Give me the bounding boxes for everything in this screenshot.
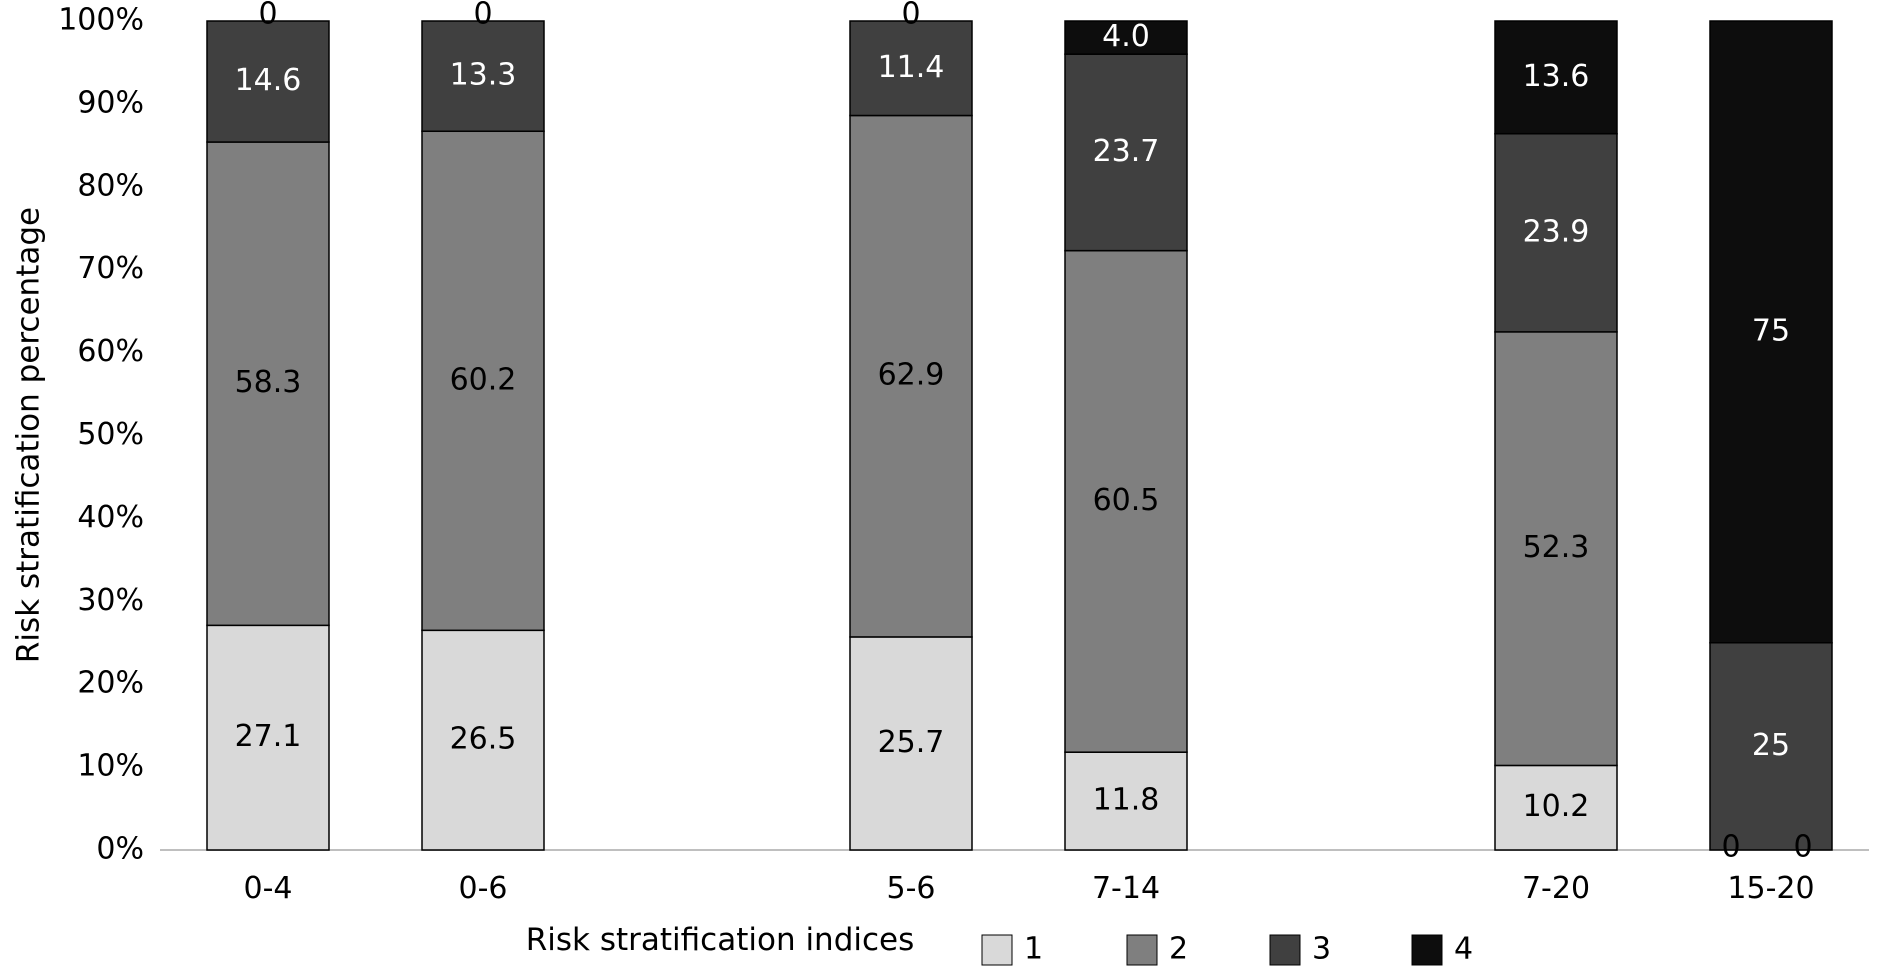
legend-swatch — [1269, 934, 1301, 966]
bar-segment — [849, 114, 973, 638]
data-label: 25.7 — [878, 725, 945, 760]
bar-segment — [421, 629, 545, 851]
legend: Risk stratification indices 1 2 3 4 — [526, 922, 1473, 967]
y-tick-label: 50% — [77, 417, 144, 452]
bar-segment — [1064, 53, 1188, 252]
bar-segment — [1494, 20, 1618, 135]
x-tick-label: 0-6 — [459, 871, 508, 906]
bar-segment — [1709, 642, 1833, 851]
bar-segment — [1064, 249, 1188, 753]
y-tick-label: 0% — [96, 832, 144, 867]
data-label: 11.8 — [1093, 783, 1160, 818]
data-label: 11.4 — [878, 50, 945, 85]
data-label: 0 — [473, 0, 492, 32]
data-label: 0 — [1793, 830, 1812, 865]
bar-segment — [849, 20, 973, 117]
data-label: 58.3 — [235, 365, 302, 400]
x-tick-label: 0-4 — [244, 871, 293, 906]
y-axis-title: Risk stratification percentage — [11, 207, 47, 663]
data-label: 27.1 — [235, 719, 302, 754]
y-tick-label: 80% — [77, 168, 144, 203]
bar-segment — [206, 141, 330, 627]
bar-segment — [1494, 331, 1618, 767]
data-label: 23.7 — [1093, 134, 1160, 169]
data-label: 25 — [1752, 728, 1790, 763]
y-axis-ticks: 0% 10% 20% 30% 40% 50% 60% 70% 80% 90% 100% — [58, 3, 144, 867]
y-tick-label: 30% — [77, 583, 144, 618]
y-tick-label: 70% — [77, 251, 144, 286]
data-label: 23.9 — [1523, 214, 1590, 249]
y-tick-label: 10% — [77, 749, 144, 784]
legend-label: 4 — [1454, 932, 1473, 967]
bar-segment — [206, 20, 330, 143]
x-axis-ticks: 0-4 0-6 5-6 7-14 7-20 15-20 — [244, 871, 1815, 906]
data-label: 52.3 — [1523, 530, 1590, 565]
x-tick-label: 15-20 — [1727, 871, 1814, 906]
bar-stacks — [206, 20, 1833, 851]
bar-segment — [1709, 20, 1833, 644]
data-label: 10.2 — [1523, 789, 1590, 824]
legend-swatch — [1126, 934, 1158, 966]
data-label: 4.0 — [1102, 19, 1150, 54]
legend-title: Risk stratification indices — [526, 922, 915, 958]
y-tick-label: 40% — [77, 500, 144, 535]
data-label: 60.2 — [450, 362, 517, 397]
data-label: 26.5 — [450, 722, 517, 757]
data-label: 0 — [1721, 830, 1740, 865]
legend-label: 1 — [1024, 932, 1043, 967]
x-tick-label: 7-14 — [1092, 871, 1160, 906]
data-label: 0 — [901, 0, 920, 32]
data-labels: 27.1 58.3 14.6 0 26.5 60.2 13.3 0 25.7 62.9 11.4 0 1… — [235, 0, 1813, 865]
bar-segment — [206, 624, 330, 851]
legend-swatch — [981, 934, 1013, 966]
y-tick-label: 100% — [58, 3, 144, 38]
y-tick-label: 60% — [77, 334, 144, 369]
bar-segment — [1064, 751, 1188, 851]
bar-segment — [421, 130, 545, 632]
legend-label: 3 — [1312, 932, 1331, 967]
data-label: 0 — [258, 0, 277, 32]
data-label: 13.6 — [1523, 59, 1590, 94]
bar-segment — [1064, 20, 1188, 55]
x-tick-label: 5-6 — [887, 871, 936, 906]
data-label: 62.9 — [878, 358, 945, 393]
y-tick-label: 90% — [77, 85, 144, 120]
legend-swatch — [1411, 934, 1443, 966]
bar-segment — [1494, 132, 1618, 333]
bar-segment — [421, 20, 545, 133]
data-label: 14.6 — [235, 63, 302, 98]
legend-label: 2 — [1169, 932, 1188, 967]
data-label: 75 — [1752, 313, 1790, 348]
bar-segment — [849, 636, 973, 851]
y-tick-label: 20% — [77, 666, 144, 701]
x-tick-label: 7-20 — [1522, 871, 1590, 906]
bar-segment — [1494, 764, 1618, 851]
data-label: 13.3 — [450, 58, 517, 93]
data-label: 60.5 — [1093, 483, 1160, 518]
